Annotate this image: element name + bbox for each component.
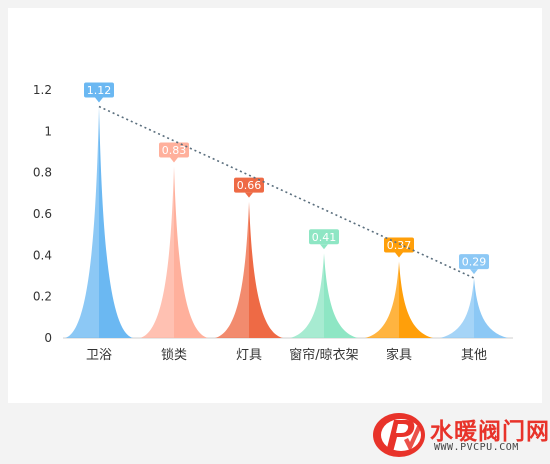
category-label: 卫浴 [86, 348, 112, 363]
y-tick-label: 1.2 [33, 83, 52, 97]
peak-left-6 [440, 278, 474, 338]
data-label: 0.41 [312, 231, 337, 244]
watermark-url: WWW.PVCPU.COM [434, 442, 519, 453]
peak-left-5 [365, 261, 399, 338]
data-label-pointer [170, 157, 178, 163]
chart-card: 0 0.2 0.4 0.6 0.8 1 1.2 1.12 卫浴 0.83 锁类 0.66 灯具 0.41 窗… [8, 8, 542, 403]
data-label: 0.83 [162, 144, 187, 157]
data-label: 0.29 [462, 256, 487, 269]
data-label-bg [459, 254, 489, 270]
peak-right-6 [474, 278, 508, 338]
peak-left-4 [290, 253, 324, 338]
peak-right-1 [99, 106, 133, 339]
peak-right-2 [174, 166, 208, 338]
data-label-pointer [395, 252, 403, 258]
trendline [98, 105, 475, 279]
data-label-pointer [470, 269, 478, 275]
peak-chart: 0 0.2 0.4 0.6 0.8 1 1.2 1.12 卫浴 0.83 锁类 0.66 灯具 0.41 窗… [33, 82, 513, 363]
data-label: 0.66 [237, 179, 262, 192]
data-label-bg [384, 237, 414, 253]
peak-right-4 [324, 253, 358, 338]
peak-left-1 [65, 106, 99, 339]
peak-left-2 [140, 166, 174, 338]
y-tick-label: 0 [44, 331, 52, 345]
peak-right-5 [399, 261, 433, 338]
y-tick-label: 0.6 [33, 207, 52, 221]
category-label: 家具 [386, 347, 412, 363]
peak-left-3 [215, 201, 249, 338]
data-label-bg [84, 82, 114, 98]
data-label-pointer [95, 97, 103, 103]
data-label-bg [234, 177, 264, 193]
data-label-pointer [320, 244, 328, 250]
y-tick-label: 0.4 [33, 248, 52, 262]
data-label-bg [309, 229, 339, 245]
category-label: 锁类 [161, 347, 187, 363]
data-label-bg [159, 142, 189, 158]
watermark-title: 水暖阀门网 [430, 419, 550, 445]
data-label: 0.37 [387, 239, 412, 252]
data-label-pointer [245, 192, 253, 198]
data-label: 1.12 [87, 84, 112, 97]
y-tick-label: 1 [44, 124, 52, 138]
y-tick-label: 0.2 [33, 290, 52, 304]
pvcpu-logo-icon [373, 413, 425, 457]
category-label: 窗帘/晾衣架 [289, 347, 358, 363]
category-label: 灯具 [236, 348, 262, 363]
y-tick-label: 0.8 [33, 166, 52, 180]
watermark: 水暖阀门网 WWW.PVCPU.COM [370, 408, 549, 460]
peak-right-3 [249, 201, 283, 338]
category-label: 其他 [461, 348, 487, 363]
